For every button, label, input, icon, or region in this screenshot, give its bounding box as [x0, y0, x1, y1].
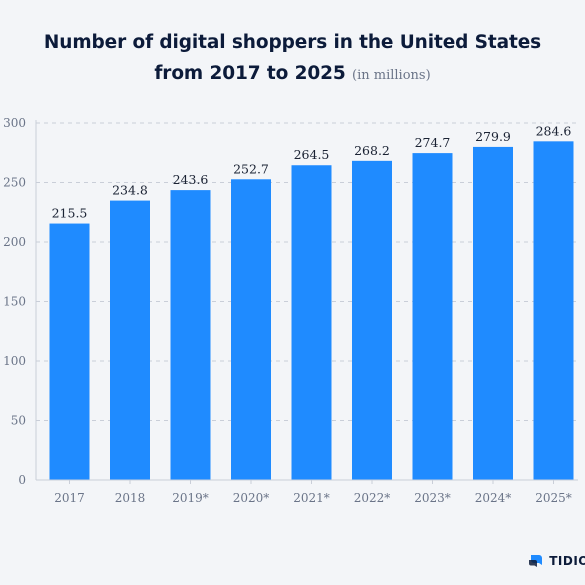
bar	[473, 146, 513, 480]
y-tick-label: 300	[3, 116, 26, 130]
bars	[49, 141, 574, 481]
bar	[170, 190, 211, 480]
data-label: 279.9	[475, 129, 511, 144]
chart-title-years: from 2017 to 2025	[154, 63, 346, 84]
data-label: 215.5	[52, 206, 88, 221]
x-tick-label: 2021*	[293, 491, 330, 505]
bar	[291, 165, 332, 480]
data-label: 264.5	[294, 147, 330, 162]
x-tick-label: 2023*	[414, 491, 451, 505]
x-tick-label: 2022*	[354, 491, 391, 505]
y-tick-label: 0	[18, 473, 26, 487]
data-label: 268.2	[354, 143, 390, 158]
data-label: 284.6	[536, 123, 572, 138]
x-tick-label: 2024*	[475, 491, 512, 505]
data-labels: 215.5 234.8 243.6 252.7 264.5 268.2 274.7 279.9…	[52, 123, 572, 220]
y-tick-label: 150	[3, 295, 26, 309]
data-label: 234.8	[112, 183, 148, 198]
chart-title-line-1: Number of digital shoppers in the United…	[43, 32, 542, 53]
bar	[110, 200, 150, 480]
y-tick-label: 200	[3, 235, 26, 249]
tidio-logo-icon	[529, 553, 544, 568]
x-tick-label: 2020*	[233, 491, 270, 505]
bar	[412, 153, 453, 480]
data-label: 274.7	[415, 135, 451, 150]
brand-name: TIDIO	[549, 553, 585, 568]
x-axis: 2017 2018 2019* 2020* 2021* 2022* 2023* 2024* 20…	[36, 479, 578, 505]
bar	[352, 160, 392, 481]
y-tick-label: 250	[3, 176, 26, 190]
y-tick-label: 50	[11, 414, 26, 428]
x-tick-label: 2017	[54, 491, 85, 505]
chart-title-line-2: from 2017 to 2025 (in millions)	[0, 58, 585, 91]
x-tick-label: 2019*	[172, 491, 209, 505]
y-axis: 0 50 100 150 200 250 300	[3, 116, 37, 487]
bar	[231, 179, 271, 481]
chart-unit-note: (in millions)	[352, 68, 431, 83]
bar	[49, 223, 90, 480]
y-tick-label: 100	[3, 354, 26, 368]
x-tick-label: 2025*	[535, 491, 572, 505]
data-label: 243.6	[173, 172, 209, 187]
data-label: 252.7	[233, 161, 269, 176]
x-tick-label: 2018	[115, 491, 146, 505]
bar	[533, 141, 574, 481]
chart-title: Number of digital shoppers in the United…	[0, 27, 585, 91]
brand-logo: TIDIO	[529, 553, 585, 568]
